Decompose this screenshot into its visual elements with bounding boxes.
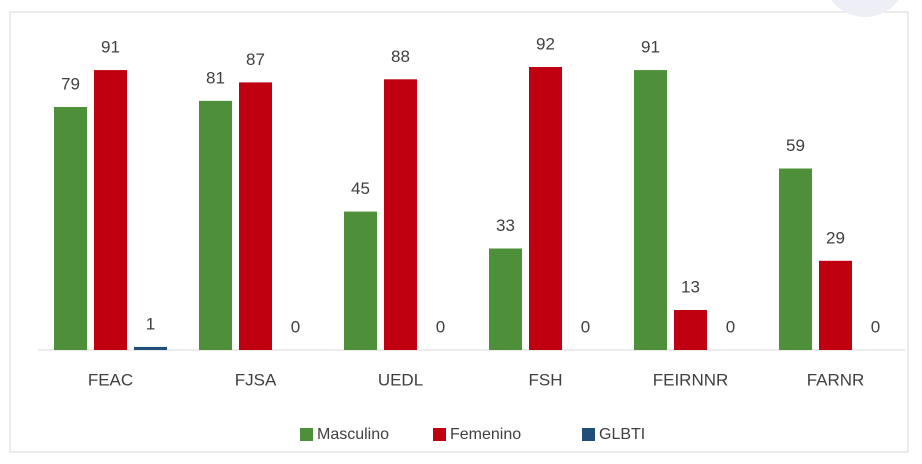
data-label: 0 <box>581 317 590 336</box>
bar <box>489 248 522 350</box>
bar <box>634 70 667 351</box>
data-label: 88 <box>391 47 410 66</box>
x-tick-label: FEAC <box>88 370 133 389</box>
legend-label: GLBTI <box>599 426 645 443</box>
decoration <box>831 0 899 17</box>
data-label: 29 <box>826 228 845 247</box>
bar <box>94 70 127 351</box>
x-tick-label: FJSA <box>235 370 277 389</box>
legend-label: Masculino <box>317 426 389 443</box>
bar <box>819 260 852 350</box>
legend-swatch <box>582 428 595 441</box>
bar <box>529 67 562 350</box>
bar <box>134 346 167 350</box>
data-label: 59 <box>786 136 805 155</box>
data-label: 79 <box>61 74 80 93</box>
bar <box>199 100 232 350</box>
data-label: 87 <box>246 50 265 69</box>
data-label: 92 <box>536 34 555 53</box>
legend-swatch <box>300 428 313 441</box>
data-label: 91 <box>101 38 120 57</box>
data-label: 0 <box>291 317 300 336</box>
data-label: 13 <box>681 277 700 296</box>
x-tick-label: UEDL <box>378 370 423 389</box>
bar <box>674 310 707 350</box>
data-label: 33 <box>496 216 515 235</box>
bar <box>779 168 812 350</box>
x-tick-label: FARNR <box>807 370 865 389</box>
data-label: 0 <box>436 317 445 336</box>
bar <box>239 82 272 350</box>
data-label: 45 <box>351 179 370 198</box>
data-label: 81 <box>206 68 225 87</box>
data-label: 91 <box>641 38 660 57</box>
data-label: 1 <box>146 314 155 333</box>
chart-frame <box>9 11 909 453</box>
bar <box>344 211 377 350</box>
bar <box>54 106 87 350</box>
bar <box>384 79 417 350</box>
data-label: 0 <box>726 317 735 336</box>
legend-swatch <box>433 428 446 441</box>
legend-label: Femenino <box>450 426 521 443</box>
x-tick-label: FSH <box>529 370 563 389</box>
data-label: 0 <box>871 317 880 336</box>
x-tick-label: FEIRNNR <box>653 370 729 389</box>
